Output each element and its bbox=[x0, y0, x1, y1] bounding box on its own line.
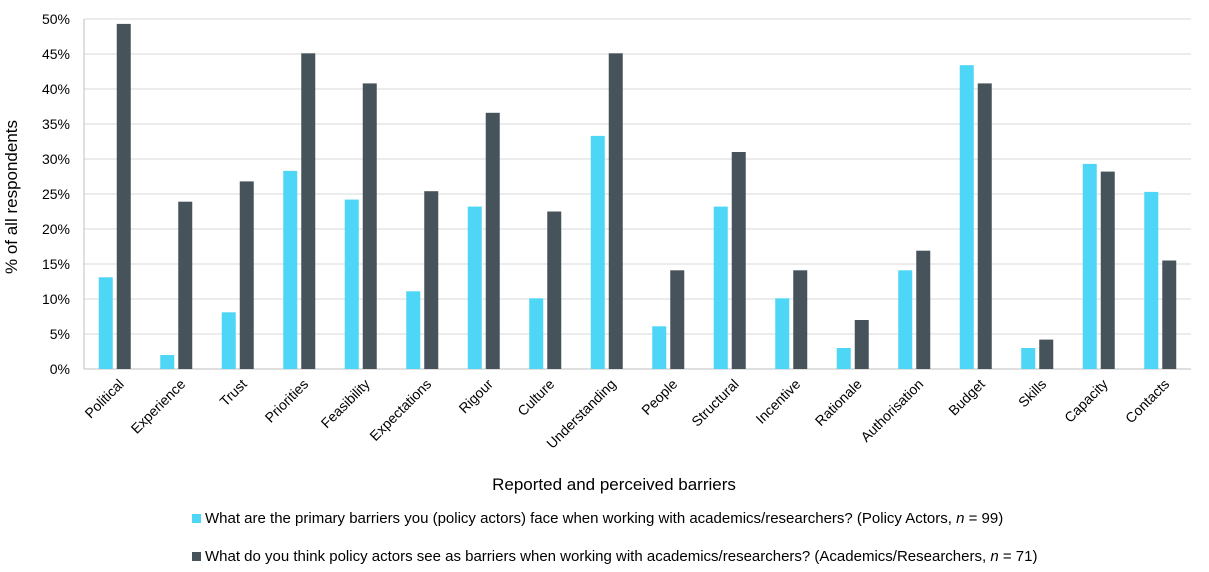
legend-item-policy-actors: What are the primary barriers you (polic… bbox=[192, 510, 1003, 527]
bar-academics-people bbox=[670, 270, 685, 369]
bar-policy-actors-priorities bbox=[283, 170, 298, 369]
y-axis-ticks: 0% 5% 10% 15% 20% 25% 30% 35% 40% 45% 50% bbox=[42, 11, 70, 377]
bar-academics-authorisation bbox=[916, 250, 931, 369]
bar-academics-understanding bbox=[608, 53, 623, 370]
x-tick-label: Capacity bbox=[1061, 376, 1111, 426]
x-tick-label: Contacts bbox=[1122, 376, 1172, 426]
y-tick-label: 40% bbox=[42, 81, 70, 97]
x-tick-label: Skills bbox=[1015, 376, 1049, 410]
y-tick-label: 5% bbox=[50, 326, 70, 342]
x-tick-label: Incentive bbox=[752, 376, 803, 427]
y-tick-label: 25% bbox=[42, 186, 70, 202]
x-tick-label: People bbox=[638, 376, 680, 418]
bar-policy-actors-rigour bbox=[467, 206, 482, 369]
x-tick-label: Priorities bbox=[262, 376, 312, 426]
bar-policy-actors-budget bbox=[959, 65, 974, 369]
bar-academics-skills bbox=[1039, 339, 1054, 369]
bar-policy-actors-incentive bbox=[775, 298, 790, 369]
y-tick-label: 15% bbox=[42, 256, 70, 272]
bar-academics-structural bbox=[731, 152, 746, 369]
y-tick-label: 50% bbox=[42, 11, 70, 27]
bar-academics-priorities bbox=[301, 53, 316, 370]
legend-swatch-academics bbox=[192, 552, 201, 561]
bar-academics-political bbox=[116, 23, 131, 370]
y-tick-label: 30% bbox=[42, 151, 70, 167]
bar-academics-rationale bbox=[854, 320, 869, 369]
x-tick-label: Feasibility bbox=[318, 376, 373, 431]
x-tick-label: Budget bbox=[945, 376, 988, 419]
legend-swatch-policy-actors bbox=[192, 514, 201, 523]
bar-academics-culture bbox=[547, 211, 562, 369]
bar-policy-actors-structural bbox=[713, 206, 728, 369]
bars bbox=[98, 23, 1177, 370]
x-tick-label: Structural bbox=[688, 376, 742, 430]
bar-policy-actors-rationale bbox=[836, 348, 851, 369]
bar-policy-actors-understanding bbox=[590, 135, 605, 369]
bar-policy-actors-authorisation bbox=[898, 270, 913, 369]
bar-policy-actors-culture bbox=[529, 298, 544, 369]
legend-item-academics: What do you think policy actors see as b… bbox=[192, 548, 1037, 565]
y-tick-label: 20% bbox=[42, 221, 70, 237]
x-tick-label: Authorisation bbox=[857, 376, 926, 445]
legend-label-academics: What do you think policy actors see as b… bbox=[205, 548, 1038, 565]
bar-academics-budget bbox=[977, 83, 992, 370]
bar-policy-actors-skills bbox=[1021, 348, 1036, 369]
bar-academics-incentive bbox=[793, 270, 808, 369]
bar-policy-actors-people bbox=[652, 326, 667, 369]
x-tick-label: Rationale bbox=[812, 376, 865, 429]
bar-policy-actors-contacts bbox=[1144, 191, 1159, 369]
bar-policy-actors-political bbox=[98, 277, 113, 369]
x-axis-title: Reported and perceived barriers bbox=[492, 475, 736, 494]
bar-policy-actors-expectations bbox=[406, 291, 421, 369]
bar-academics-trust bbox=[239, 181, 254, 369]
bar-academics-capacity bbox=[1100, 171, 1115, 369]
y-tick-label: 45% bbox=[42, 46, 70, 62]
y-axis-title: % of all respondents bbox=[2, 120, 21, 274]
y-tick-label: 10% bbox=[42, 291, 70, 307]
bar-academics-expectations bbox=[424, 191, 439, 369]
bar-policy-actors-trust bbox=[221, 312, 236, 369]
x-tick-label: Political bbox=[81, 376, 126, 421]
x-tick-label: Rigour bbox=[455, 376, 496, 417]
bar-academics-experience bbox=[178, 201, 193, 369]
bar-policy-actors-experience bbox=[160, 355, 175, 369]
bar-academics-rigour bbox=[485, 112, 500, 370]
x-axis-categories: Political Experience Trust Priorities Feasib… bbox=[81, 376, 1172, 452]
x-tick-label: Experience bbox=[128, 376, 189, 437]
gridlines bbox=[83, 18, 1191, 370]
bar-academics-feasibility bbox=[362, 83, 377, 370]
y-tick-label: 35% bbox=[42, 116, 70, 132]
y-tick-label: 0% bbox=[50, 361, 70, 377]
x-tick-label: Culture bbox=[514, 376, 557, 419]
x-tick-label: Expectations bbox=[366, 376, 434, 444]
x-tick-label: Trust bbox=[216, 376, 250, 410]
bar-academics-contacts bbox=[1162, 260, 1177, 369]
bar-policy-actors-capacity bbox=[1082, 163, 1097, 369]
bar-policy-actors-feasibility bbox=[344, 199, 359, 369]
legend-label-policy-actors: What are the primary barriers you (polic… bbox=[205, 510, 1004, 527]
